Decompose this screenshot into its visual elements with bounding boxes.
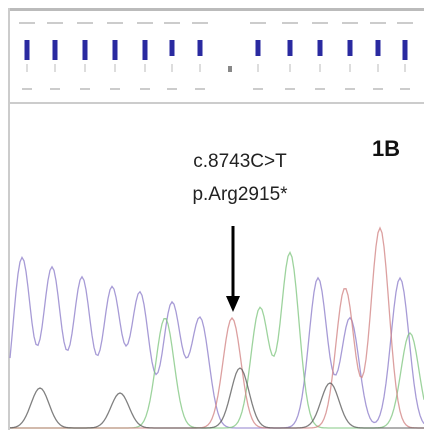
base-tick — [145, 64, 146, 72]
protein-label: p.Arg2915* — [192, 184, 288, 205]
position-mark — [22, 88, 32, 90]
ruler-mark — [77, 22, 93, 24]
chromatogram-figure: c.8743C>T p.Arg2915* 1B — [0, 0, 424, 430]
base-tick — [405, 64, 406, 72]
base-tick — [27, 64, 28, 72]
ruler-mark — [312, 22, 328, 24]
base-bar — [25, 40, 30, 60]
position-mark — [140, 88, 150, 90]
base-tick — [258, 64, 259, 72]
position-mark — [50, 88, 60, 90]
position-mark — [345, 88, 355, 90]
base-tick — [320, 64, 321, 72]
position-mark — [167, 88, 177, 90]
base-bar — [348, 40, 353, 56]
base-tick — [350, 64, 351, 72]
position-mark — [400, 88, 410, 90]
mutation-label: c.8743C>T — [193, 151, 287, 172]
base-bar — [198, 40, 203, 56]
base-bar — [403, 40, 408, 60]
base-bar — [113, 40, 118, 60]
position-mark — [373, 88, 383, 90]
base-tick — [290, 64, 291, 72]
ruler-mark — [342, 22, 358, 24]
base-bar — [288, 40, 293, 56]
ruler-mark — [164, 22, 180, 24]
ruler-mark — [250, 22, 266, 24]
base-bar — [53, 40, 58, 60]
base-bar — [83, 40, 88, 60]
position-mark — [285, 88, 295, 90]
base-bar — [143, 40, 148, 60]
ruler-mark — [370, 22, 386, 24]
background — [0, 0, 424, 430]
left-border — [8, 8, 10, 430]
base-bar — [318, 40, 323, 56]
ruler-mark — [107, 22, 123, 24]
ruler-mark — [19, 22, 35, 24]
base-bar — [228, 66, 232, 72]
strip-border — [8, 102, 424, 104]
ruler-mark — [137, 22, 153, 24]
panel-label: 1B — [372, 136, 400, 161]
top-border — [8, 8, 424, 11]
position-mark — [315, 88, 325, 90]
base-bar — [376, 40, 381, 56]
position-mark — [253, 88, 263, 90]
position-mark — [80, 88, 90, 90]
ruler-mark — [282, 22, 298, 24]
ruler-mark — [47, 22, 63, 24]
ruler-mark — [192, 22, 208, 24]
base-bar — [170, 40, 175, 56]
base-tick — [172, 64, 173, 72]
position-mark — [195, 88, 205, 90]
base-tick — [200, 64, 201, 72]
ruler-mark — [397, 22, 413, 24]
base-bar — [256, 40, 261, 56]
base-tick — [115, 64, 116, 72]
base-tick — [55, 64, 56, 72]
base-tick — [378, 64, 379, 72]
position-mark — [110, 88, 120, 90]
base-tick — [85, 64, 86, 72]
